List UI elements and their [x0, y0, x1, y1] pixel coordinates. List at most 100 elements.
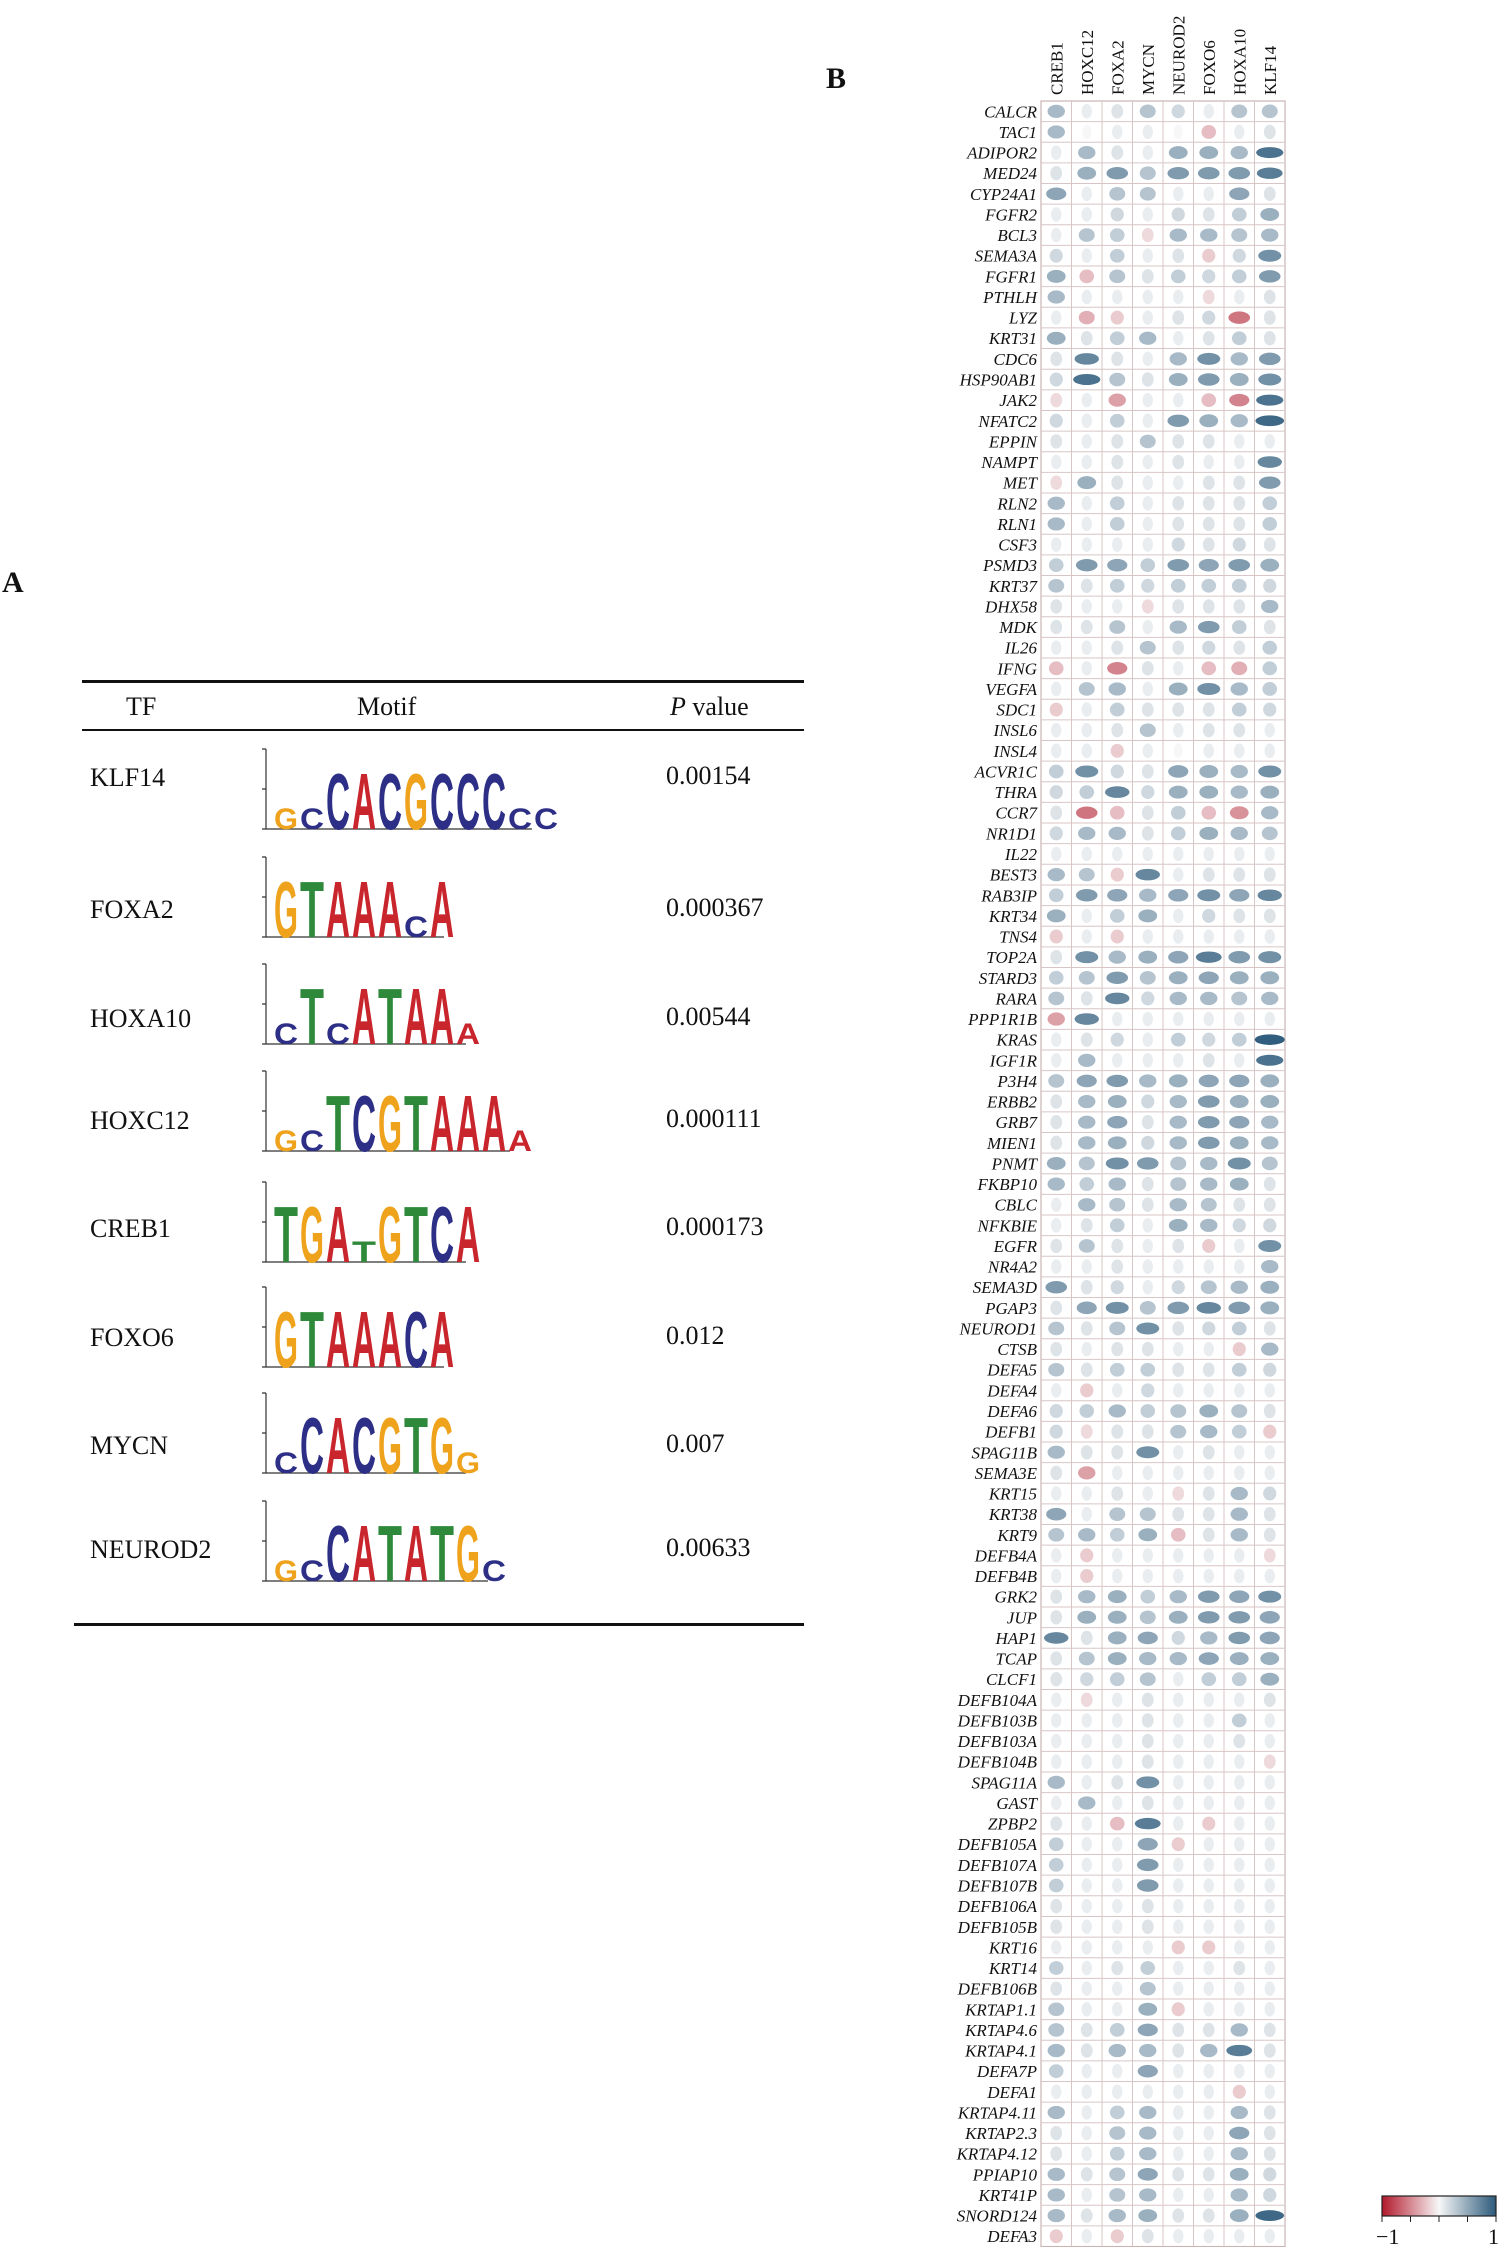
heatmap-cell	[1050, 1465, 1063, 1481]
row-label: PTHLH	[982, 288, 1039, 307]
heatmap-cell	[1203, 2084, 1214, 2100]
logo-axis	[262, 1181, 466, 1263]
heatmap-cell	[1203, 1857, 1214, 1873]
logo-letter: A	[378, 865, 402, 949]
heatmap-cell	[1173, 2146, 1184, 2161]
heatmap-cell	[1112, 1919, 1123, 1935]
heatmap-cell	[1078, 970, 1095, 985]
heatmap-cell	[1230, 2023, 1248, 2037]
heatmap-cell	[1049, 826, 1063, 841]
heatmap-cell	[1230, 352, 1248, 366]
heatmap-cell	[1199, 764, 1219, 778]
heatmap-cell	[1167, 414, 1190, 427]
heatmap-cell	[1173, 1011, 1184, 1027]
logo-letter: A	[482, 1079, 506, 1163]
heatmap-cell	[1051, 1259, 1062, 1274]
heatmap-cell	[1136, 1322, 1160, 1335]
heatmap-cell	[1046, 1507, 1067, 1521]
column-label: FOXO6	[1200, 40, 1219, 95]
heatmap-cell	[1141, 2229, 1154, 2244]
heatmap-cell	[1234, 434, 1245, 449]
logo-letter: G	[456, 1447, 480, 1480]
heatmap-cell	[1200, 1156, 1218, 1171]
heatmap-cell	[1138, 2209, 1158, 2223]
heatmap-cell	[1202, 248, 1216, 263]
heatmap-cell	[1080, 1321, 1093, 1336]
heatmap-cell	[1047, 2188, 1065, 2202]
heatmap-cell	[1228, 1631, 1251, 1645]
heatmap-cell	[1264, 1733, 1275, 1749]
heatmap-cell	[1050, 1816, 1063, 1831]
heatmap-cell	[1261, 104, 1278, 119]
heatmap-cell	[1112, 599, 1123, 614]
heatmap-cell	[1173, 2187, 1184, 2203]
heatmap-cell	[1234, 1259, 1245, 1274]
heatmap-cell	[1111, 1424, 1124, 1439]
heatmap-cell	[1139, 331, 1157, 345]
heatmap-cell	[1142, 495, 1153, 511]
heatmap-cell	[1051, 1032, 1062, 1047]
heatmap-cell	[1142, 454, 1153, 470]
heatmap-cell	[1140, 558, 1156, 573]
row-label: HSP90AB1	[959, 371, 1037, 390]
heatmap-cell	[1199, 1404, 1219, 1418]
heatmap-cell	[1233, 1960, 1246, 1976]
header-p-value: P value	[670, 692, 749, 722]
heatmap-cell	[1261, 826, 1278, 841]
heatmap-cell	[1078, 228, 1095, 242]
heatmap-cell	[1229, 2209, 1249, 2223]
heatmap-cell	[1168, 1610, 1188, 1624]
logo-letter: A	[456, 1079, 480, 1163]
heatmap-cell	[1050, 1300, 1063, 1316]
heatmap-cell	[1047, 104, 1065, 118]
heatmap-cell	[1234, 1444, 1245, 1460]
heatmap-cell	[1141, 661, 1154, 676]
heatmap-cell	[1202, 702, 1215, 717]
heatmap-cell	[1264, 1878, 1275, 1893]
heatmap-cell	[1263, 1506, 1276, 1522]
heatmap-cell	[1263, 867, 1276, 882]
heatmap-cell	[1048, 1362, 1065, 1377]
heatmap-cell	[1258, 352, 1281, 366]
heatmap-cell	[1230, 682, 1248, 696]
heatmap-cell	[1260, 1652, 1280, 1666]
heatmap-cell	[1197, 1590, 1220, 1603]
heatmap-cell	[1111, 1238, 1124, 1254]
heatmap-cell	[1168, 971, 1188, 985]
heatmap-cell	[1202, 2022, 1215, 2038]
heatmap-cell	[1051, 640, 1062, 655]
heatmap-cell	[1078, 1466, 1096, 1480]
heatmap-cell	[1142, 743, 1153, 759]
heatmap-cell	[1172, 640, 1185, 655]
heatmap-cell	[1231, 1321, 1247, 1336]
heatmap-cell	[1051, 1713, 1062, 1728]
heatmap-cell	[1081, 929, 1092, 944]
heatmap-cell	[1081, 1775, 1092, 1790]
row-label: TOP2A	[986, 948, 1037, 967]
heatmap-cell	[1048, 661, 1064, 676]
heatmap-cell	[1051, 722, 1062, 738]
tf-name: HOXC12	[90, 1106, 190, 1135]
heatmap-cell	[1080, 1383, 1094, 1398]
heatmap-cell	[1203, 743, 1214, 759]
heatmap-cell	[1080, 1445, 1093, 1460]
heatmap-cell	[1263, 1321, 1276, 1336]
row-label: NR4A2	[987, 1258, 1038, 1277]
heatmap-cell	[1264, 1940, 1275, 1955]
heatmap-cell	[1171, 1837, 1185, 1852]
heatmap-cell	[1172, 454, 1185, 470]
heatmap-cell	[1081, 1506, 1092, 1522]
heatmap-cell	[1110, 867, 1124, 882]
heatmap-cell	[1049, 1404, 1063, 1419]
heatmap-cell	[1112, 1548, 1123, 1563]
heatmap-cell	[1234, 124, 1245, 140]
heatmap-cell	[1234, 454, 1245, 470]
heatmap-cell	[1139, 2105, 1157, 2120]
heatmap-cell	[1230, 414, 1248, 428]
heatmap-cell	[1078, 1239, 1095, 1253]
logo-letter: C	[482, 1555, 506, 1588]
heatmap-cell	[1173, 1052, 1184, 1068]
